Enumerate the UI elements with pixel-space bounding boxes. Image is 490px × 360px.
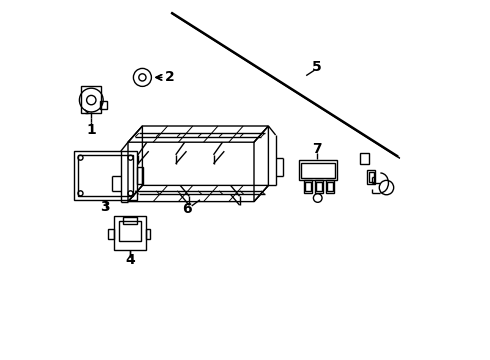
Bar (114, 216, 146, 250)
Bar (74, 151, 137, 200)
Bar (316, 182, 322, 191)
Bar (301, 163, 335, 178)
Text: 3: 3 (100, 200, 110, 214)
Bar (304, 180, 312, 193)
Bar (81, 86, 101, 113)
Bar (369, 172, 374, 182)
Bar (368, 170, 375, 184)
Text: 4: 4 (125, 253, 135, 267)
Bar (360, 153, 369, 164)
Bar (146, 229, 150, 239)
Bar (122, 217, 137, 224)
Text: 7: 7 (312, 143, 322, 156)
Bar (326, 180, 334, 193)
Bar (315, 180, 323, 193)
Bar (299, 160, 337, 180)
Text: 1: 1 (86, 123, 96, 136)
Text: 2: 2 (165, 71, 174, 84)
Bar (137, 167, 144, 184)
Bar (327, 182, 333, 191)
Bar (305, 182, 311, 191)
Bar (100, 101, 107, 109)
Bar (108, 229, 114, 239)
Text: 5: 5 (312, 60, 322, 73)
Bar (77, 155, 133, 196)
Text: 6: 6 (183, 202, 192, 216)
Bar (119, 221, 141, 241)
